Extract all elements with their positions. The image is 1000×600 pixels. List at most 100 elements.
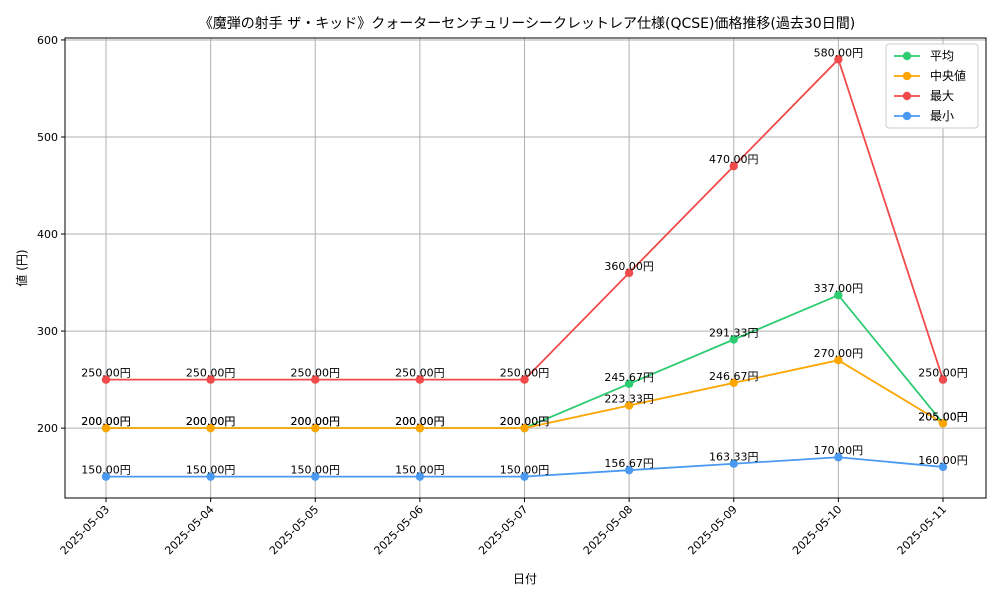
- data-label: 160.00円: [918, 454, 968, 467]
- y-tick-label: 600: [37, 34, 58, 47]
- series-point-1: [206, 423, 215, 433]
- data-label: 200.00円: [81, 415, 131, 428]
- x-tick-label: 2025-05-10: [790, 503, 844, 557]
- series-point-0: [834, 290, 843, 300]
- series-point-3: [520, 472, 529, 481]
- data-label: 150.00円: [291, 464, 341, 477]
- series-point-1: [834, 355, 843, 365]
- series-point-3: [938, 462, 948, 472]
- legend-marker: [902, 71, 912, 81]
- legend-label: 最小: [930, 109, 954, 123]
- x-tick-label: 2025-05-05: [267, 503, 321, 557]
- x-tick-label: 2025-05-06: [372, 503, 426, 557]
- data-label: 250.00円: [81, 367, 131, 380]
- data-label: 163.33円: [709, 451, 759, 464]
- series-point-2: [729, 161, 738, 171]
- series-point-2: [624, 268, 634, 278]
- series-point-3: [206, 472, 215, 481]
- x-tick-label: 2025-05-03: [58, 503, 112, 557]
- data-label: 245.67円: [604, 371, 654, 384]
- data-label: 170.00円: [814, 444, 864, 457]
- y-tick-label: 500: [37, 131, 58, 144]
- legend-label: 中央値: [930, 68, 966, 83]
- legend-marker: [902, 111, 912, 121]
- x-tick-label: 2025-05-04: [162, 503, 216, 557]
- series-point-0: [729, 335, 738, 344]
- chart-title: 《魔弾の射手 ザ・キッド》クォーターセンチュリーシークレットレア仕様(QCSE)…: [199, 16, 855, 32]
- series-point-1: [415, 423, 425, 433]
- series-point-2: [101, 375, 111, 384]
- data-label: 200.00円: [500, 415, 550, 428]
- series-point-3: [311, 472, 320, 481]
- x-tick-label: 2025-05-09: [685, 503, 739, 557]
- x-axis-title: 日付: [513, 572, 537, 586]
- data-label: 200.00円: [291, 415, 341, 428]
- series-point-2: [520, 375, 529, 384]
- data-label: 200.00円: [395, 415, 445, 428]
- plot-area-frame: [64, 37, 987, 499]
- series-point-0: [624, 379, 634, 389]
- data-label: 205.00円: [918, 410, 968, 423]
- data-label: 200.00円: [291, 415, 341, 428]
- data-label: 250.00円: [186, 367, 236, 380]
- legend-box: [885, 43, 979, 129]
- data-label: 223.33円: [604, 392, 654, 405]
- x-tick-label: 2025-05-11: [895, 503, 949, 557]
- data-label: 156.67円: [604, 457, 654, 470]
- series-point-3: [834, 453, 843, 462]
- y-tick-label: 300: [37, 325, 58, 338]
- data-label: 150.00円: [395, 464, 445, 477]
- legend-marker: [902, 51, 912, 61]
- series-point-1: [311, 423, 320, 433]
- data-label: 580.00円: [814, 46, 864, 59]
- series-point-2: [206, 375, 215, 384]
- data-label: 200.00円: [500, 415, 550, 428]
- series-point-3: [729, 459, 738, 468]
- series-point-3: [101, 472, 111, 481]
- y-tick-label: 200: [37, 422, 58, 435]
- series-point-1: [938, 419, 948, 428]
- series-point-1: [624, 401, 634, 410]
- series-point-1: [101, 423, 111, 433]
- axis-ticks: 2025-05-03 2025-05-04 2025-05-05 2025-05-06…: [37, 34, 949, 557]
- series-point-2: [938, 375, 948, 384]
- x-tick-label: 2025-05-07: [476, 503, 530, 557]
- y-axis-title: 値 (円): [14, 249, 29, 286]
- series-point-1: [729, 378, 738, 388]
- series-lines: [101, 55, 948, 481]
- data-label: 360.00円: [604, 260, 654, 273]
- data-label: 200.00円: [186, 415, 236, 428]
- series-point-1: [520, 423, 529, 433]
- legend-label: 平均: [930, 49, 954, 63]
- data-label: 200.00円: [395, 415, 445, 428]
- data-label: 250.00円: [500, 367, 550, 380]
- series-point-2: [415, 375, 425, 384]
- data-label: 470.00円: [709, 153, 759, 166]
- data-label: 150.00円: [500, 464, 550, 477]
- data-label: 246.67円: [709, 370, 759, 383]
- data-label: 291.33円: [709, 326, 759, 339]
- data-labels: 200.00円 200.00円 200.00円 200.00円 200.00円 245.6…: [81, 46, 968, 476]
- data-label: 150.00円: [186, 464, 236, 477]
- y-tick-label: 400: [37, 228, 58, 241]
- data-label: 150.00円: [81, 464, 131, 477]
- legend-marker: [902, 91, 912, 101]
- series-point-3: [624, 465, 634, 475]
- data-label: 200.00円: [81, 415, 131, 428]
- data-label: 250.00円: [291, 367, 341, 380]
- data-label: 337.00円: [814, 282, 864, 295]
- data-label: 205.00円: [918, 410, 968, 423]
- legend-label: 最大: [930, 89, 954, 103]
- series-point-2: [311, 375, 320, 384]
- data-label: 250.00円: [395, 367, 445, 380]
- series-point-3: [415, 472, 425, 481]
- series-point-2: [834, 55, 843, 64]
- data-label: 200.00円: [186, 415, 236, 428]
- data-label: 270.00円: [814, 347, 864, 360]
- x-tick-label: 2025-05-08: [581, 503, 635, 557]
- grid: [65, 38, 986, 498]
- data-label: 250.00円: [918, 367, 968, 380]
